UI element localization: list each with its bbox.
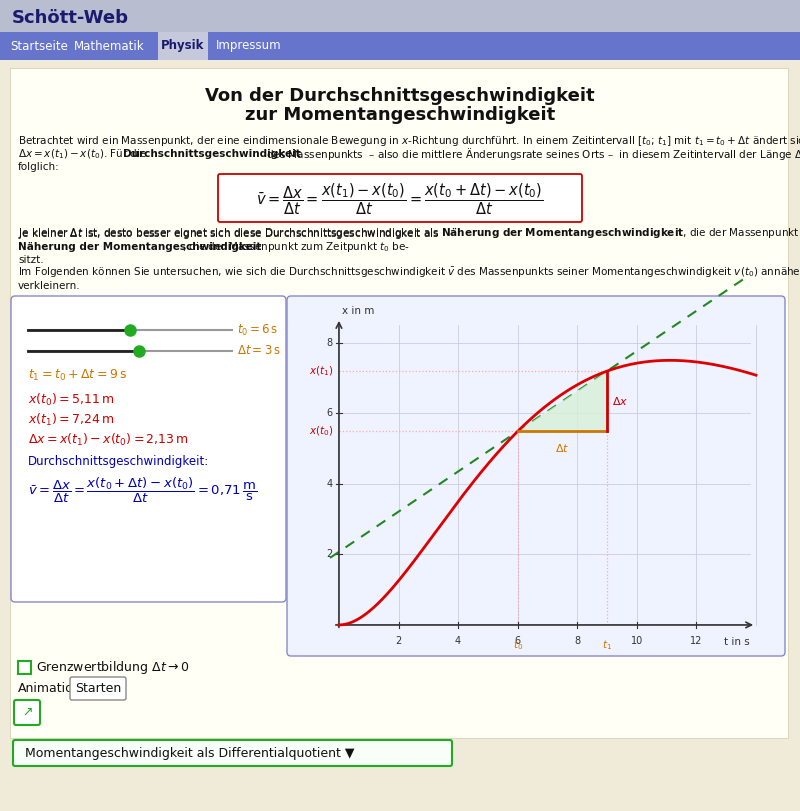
Bar — [0, 32, 800, 60]
Text: $\Delta t$: $\Delta t$ — [555, 442, 570, 454]
FancyBboxPatch shape — [70, 677, 126, 700]
FancyBboxPatch shape — [14, 700, 40, 725]
Text: 4: 4 — [455, 636, 461, 646]
Text: zur Momentangeschwindigkeit: zur Momentangeschwindigkeit — [245, 106, 555, 124]
Text: $\Delta x$: $\Delta x$ — [612, 395, 628, 407]
Text: Physik: Physik — [162, 40, 205, 53]
Text: 8: 8 — [327, 337, 333, 348]
Text: Momentangeschwindigkeit als Differentialquotient ▼: Momentangeschwindigkeit als Differential… — [25, 746, 354, 759]
Text: Durchschnittsgeschwindigkeit: Durchschnittsgeschwindigkeit — [123, 149, 301, 159]
Text: Je kleiner $\Delta t$ ist, desto besser eignet sich diese Durchschnittsgeschwind: Je kleiner $\Delta t$ ist, desto besser … — [18, 227, 800, 242]
Text: $t_0 = 6\,\mathrm{s}$: $t_0 = 6\,\mathrm{s}$ — [237, 323, 278, 337]
Text: sitzt.: sitzt. — [18, 255, 44, 265]
Text: $\bar{v} = \dfrac{\Delta x}{\Delta t} = \dfrac{x(t_1) - x(t_0)}{\Delta t} = \dfr: $\bar{v} = \dfrac{\Delta x}{\Delta t} = … — [256, 181, 544, 217]
Polygon shape — [518, 371, 607, 431]
Text: $\Delta x = x(t_1) - x(t_0) = 2{,}13\,\mathrm{m}$: $\Delta x = x(t_1) - x(t_0) = 2{,}13\,\m… — [28, 432, 189, 448]
Text: 6: 6 — [514, 636, 521, 646]
Bar — [18, 661, 31, 674]
Text: Startseite: Startseite — [10, 40, 68, 53]
Text: Von der Durchschnittsgeschwindigkeit: Von der Durchschnittsgeschwindigkeit — [205, 87, 595, 105]
Text: Mathematik: Mathematik — [74, 40, 144, 53]
Text: Je kleiner $\Delta t$ ist, desto besser eignet sich diese Durchschnittsgeschwind: Je kleiner $\Delta t$ ist, desto besser … — [18, 227, 440, 241]
Text: $x(t_1)$: $x(t_1)$ — [310, 364, 334, 378]
Text: 6: 6 — [327, 408, 333, 418]
Text: $\Delta x = x(t_1) - x(t_0)$. Für die: $\Delta x = x(t_1) - x(t_0)$. Für die — [18, 148, 148, 161]
Text: 4: 4 — [327, 478, 333, 489]
Text: ↗: ↗ — [22, 706, 32, 719]
Text: Betrachtet wird ein Massenpunkt, der eine eindimensionale Bewegung in $x$-Richtu: Betrachtet wird ein Massenpunkt, der ein… — [18, 134, 800, 148]
Text: 2: 2 — [395, 636, 402, 646]
FancyBboxPatch shape — [13, 740, 452, 766]
Bar — [158, 32, 208, 60]
Text: $t_1 = t_0 + \Delta t = 9\,\mathrm{s}$: $t_1 = t_0 + \Delta t = 9\,\mathrm{s}$ — [28, 367, 127, 383]
Bar — [10, 68, 788, 738]
Text: x in m: x in m — [342, 306, 374, 316]
FancyBboxPatch shape — [11, 296, 286, 602]
Text: Durchschnittsgeschwindigkeit:: Durchschnittsgeschwindigkeit: — [28, 456, 210, 469]
Text: t in s: t in s — [724, 637, 750, 647]
Text: Im Folgenden können Sie untersuchen, wie sich die Durchschnittsgeschwindigkeit $: Im Folgenden können Sie untersuchen, wie… — [18, 266, 800, 280]
Text: des Massenpunkts  – also die mittlere Änderungsrate seines Orts –  in diesem Zei: des Massenpunkts – also die mittlere Änd… — [263, 146, 800, 162]
FancyBboxPatch shape — [287, 296, 785, 656]
Text: Grenzwertbildung $\Delta t \rightarrow 0$: Grenzwertbildung $\Delta t \rightarrow 0… — [36, 659, 190, 676]
Text: Starten: Starten — [75, 681, 121, 694]
Bar — [0, 0, 800, 32]
Text: 8: 8 — [574, 636, 580, 646]
Text: Impressum: Impressum — [216, 40, 282, 53]
Text: folglich:: folglich: — [18, 162, 60, 172]
FancyBboxPatch shape — [218, 174, 582, 222]
Text: $\bar{v} = \dfrac{\Delta x}{\Delta t} = \dfrac{x(t_0+\Delta t)-x(t_0)}{\Delta t}: $\bar{v} = \dfrac{\Delta x}{\Delta t} = … — [28, 475, 258, 504]
Text: $t_1$: $t_1$ — [602, 638, 612, 652]
Text: $\Delta t = 3\,\mathrm{s}$: $\Delta t = 3\,\mathrm{s}$ — [237, 345, 281, 358]
Text: $x(t_1) = 7{,}24\,\mathrm{m}$: $x(t_1) = 7{,}24\,\mathrm{m}$ — [28, 412, 114, 428]
Text: 12: 12 — [690, 636, 702, 646]
Text: Animation:: Animation: — [18, 681, 86, 694]
Text: , die der Massenpunkt zum Zeitpunkt $t_0$ be-: , die der Massenpunkt zum Zeitpunkt $t_0… — [182, 240, 410, 254]
Text: $x(t_0)$: $x(t_0)$ — [310, 424, 334, 438]
Text: verkleinern.: verkleinern. — [18, 281, 81, 291]
Text: Schött-Web: Schött-Web — [12, 9, 129, 27]
Text: Näherung der Momentangeschwindigkeit: Näherung der Momentangeschwindigkeit — [18, 242, 262, 252]
Text: $t_0$: $t_0$ — [513, 638, 522, 652]
Text: 10: 10 — [630, 636, 643, 646]
Text: $x(t_0) = 5{,}11\,\mathrm{m}$: $x(t_0) = 5{,}11\,\mathrm{m}$ — [28, 392, 114, 408]
Text: 2: 2 — [326, 549, 333, 560]
